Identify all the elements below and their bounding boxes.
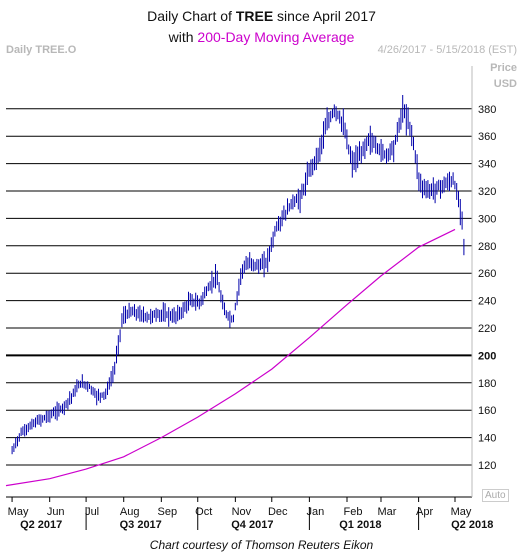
y-tick-label: 240 <box>478 296 496 308</box>
currency-label: USD <box>493 78 517 90</box>
moving-average-line <box>5 228 456 487</box>
y-tick-label: 200 <box>478 350 496 362</box>
quarter-label: Q3 2017 <box>120 519 162 531</box>
y-tick-label: 140 <box>478 433 496 445</box>
month-label: Dec <box>268 506 288 518</box>
y-tick-label: 380 <box>478 104 496 116</box>
y-tick-label: 340 <box>478 159 496 171</box>
y-tick-label: 160 <box>478 405 496 417</box>
y-tick-label: 300 <box>478 213 496 225</box>
y-tick-label: 180 <box>478 378 496 390</box>
quarter-label: Q1 2018 <box>339 519 381 531</box>
month-label: Jun <box>47 506 65 518</box>
y-tick-label: 120 <box>478 460 496 472</box>
y-tick-label: 220 <box>478 323 496 335</box>
auto-scale-button[interactable]: Auto <box>482 489 509 502</box>
month-label: Oct <box>195 506 212 518</box>
month-label: Feb <box>344 506 363 518</box>
month-label: May <box>451 506 472 518</box>
price-axis-label: Price <box>490 62 517 74</box>
y-tick-label: 320 <box>478 186 496 198</box>
month-label: Nov <box>232 506 252 518</box>
month-label: Jul <box>85 506 99 518</box>
chart-credit: Chart courtesy of Thomson Reuters Eikon <box>149 538 374 552</box>
series-label: Daily TREE.O <box>6 44 77 56</box>
month-label: Apr <box>416 506 433 518</box>
chart-subtitle: with 200-Day Moving Average <box>168 29 355 45</box>
quarter-label: Q2 2017 <box>20 519 62 531</box>
quarter-label: Q2 2018 <box>451 519 493 531</box>
month-label: Mar <box>378 506 397 518</box>
date-range-label: 4/26/2017 - 5/15/2018 (EST) <box>377 44 517 56</box>
month-label: Aug <box>120 506 140 518</box>
quarter-label: Q4 2017 <box>231 519 273 531</box>
y-tick-label: 260 <box>478 268 496 280</box>
y-tick-label: 280 <box>478 241 496 253</box>
chart-title: Daily Chart of TREE since April 2017 <box>147 8 376 24</box>
month-label: Sep <box>158 506 178 518</box>
y-tick-label: 360 <box>478 131 496 143</box>
month-label: Jan <box>307 506 325 518</box>
month-label: May <box>8 506 29 518</box>
